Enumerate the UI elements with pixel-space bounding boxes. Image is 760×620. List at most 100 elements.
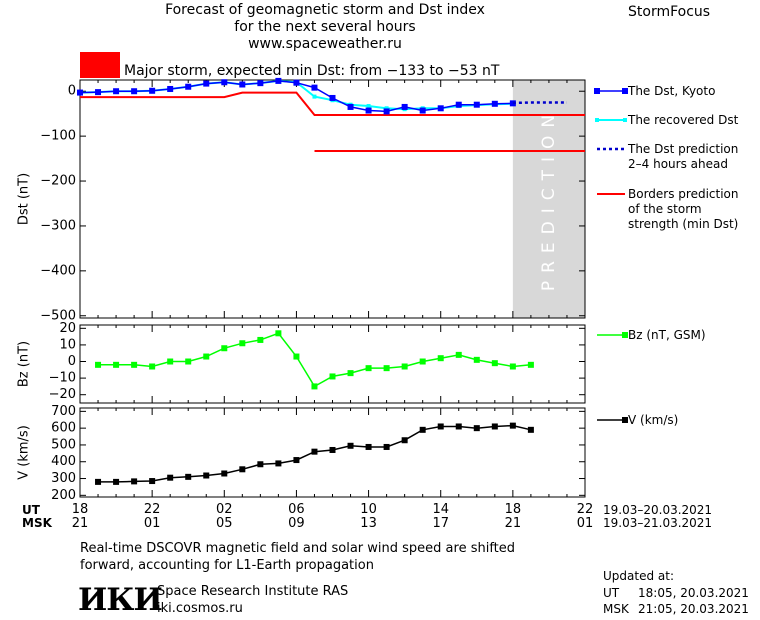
panel-2-ytick-label: −10: [49, 371, 76, 386]
bz-point: [473, 356, 480, 363]
dst-kyoto-point: [311, 84, 318, 91]
v-point: [311, 448, 318, 455]
v-point: [419, 426, 426, 433]
v-point: [383, 443, 390, 450]
bz-point: [167, 358, 174, 365]
legend-dst-marker: [622, 88, 628, 94]
legend-bz-label: Bz (nT, GSM): [628, 328, 706, 342]
v-point: [293, 457, 300, 464]
panel-1-ytick-label: −100: [40, 129, 76, 144]
brand-label: StormFocus: [628, 4, 711, 20]
v-point: [185, 473, 192, 480]
v-point: [203, 472, 210, 479]
updated-msk-label: MSK: [603, 602, 629, 616]
legend-recovered-marker: [623, 118, 627, 122]
dst-kyoto-point: [131, 88, 138, 95]
panel-2-ytick-label: 10: [59, 337, 76, 352]
panel-3-ytick-label: 400: [51, 454, 76, 469]
dst-kyoto-point: [455, 101, 462, 108]
legend-v-marker: [622, 417, 628, 423]
v-point: [329, 446, 336, 453]
panel-3-ytick-label: 300: [51, 471, 76, 486]
panel-1-ytick-label: −200: [40, 174, 76, 189]
v-point: [473, 425, 480, 432]
msk-date-range: 19.03–21.03.2021: [603, 516, 713, 530]
dst-kyoto-point: [419, 107, 426, 114]
bz-point: [383, 365, 390, 372]
ut-tick-label: 18: [72, 502, 89, 517]
recovered-dst-point: [366, 104, 371, 109]
chart-title-line1: Forecast of geomagnetic storm and Dst in…: [165, 2, 485, 18]
bz-point: [329, 373, 336, 380]
v-point: [455, 423, 462, 430]
bz-point: [257, 336, 264, 343]
bz-point: [401, 363, 408, 370]
v-point: [509, 422, 516, 429]
dst-kyoto-point: [239, 81, 246, 88]
panel-1-ytick-label: 0: [68, 84, 76, 99]
dst-kyoto-point: [401, 103, 408, 110]
dst-kyoto-point: [293, 79, 300, 86]
recovered-dst-point: [312, 94, 317, 99]
dst-kyoto-point: [203, 80, 210, 87]
panel-2-ytick-label: −20: [49, 387, 76, 402]
v-point: [95, 478, 102, 485]
dst-kyoto-point: [347, 103, 354, 110]
legend-v-label: V (km/s): [628, 413, 679, 427]
legend-borders-label-3: strength (min Dst): [628, 217, 739, 231]
dst-kyoto-point: [185, 83, 192, 90]
institute-name: Space Research Institute RAS: [157, 584, 349, 599]
bz-point: [365, 365, 372, 372]
bz-point: [293, 353, 300, 360]
ut-tick-label: 06: [288, 502, 305, 517]
msk-tick-label: 01: [144, 516, 161, 531]
dst-kyoto-point: [221, 79, 228, 86]
recovered-dst-point: [384, 106, 389, 111]
legend-bz-marker: [622, 332, 628, 338]
dst-kyoto-point: [329, 94, 336, 101]
bz-line: [98, 332, 531, 388]
dst-kyoto-point: [77, 89, 83, 96]
v-point: [401, 437, 408, 444]
dst-kyoto-point: [113, 88, 120, 95]
ut-tick-label: 14: [432, 502, 449, 517]
v-point: [257, 461, 264, 468]
msk-tick-label: 17: [432, 516, 449, 531]
v-point: [239, 466, 246, 473]
legend-dst-label: The Dst, Kyoto: [628, 84, 716, 98]
dst-kyoto-point: [167, 85, 174, 92]
legend-borders-label-1: Borders prediction: [628, 187, 739, 201]
bz-point: [527, 361, 534, 368]
ut-date-range: 19.03–20.03.2021: [603, 503, 713, 517]
panel-3-ytick-label: 500: [51, 437, 76, 452]
msk-tick-label: 01: [577, 516, 594, 531]
v-point: [113, 478, 120, 485]
v-point: [365, 443, 372, 450]
panel-1-ylabel: Dst (nT): [17, 173, 32, 225]
dst-kyoto-point: [509, 100, 516, 107]
msk-tick-label: 09: [288, 516, 305, 531]
panel-2-ytick-label: 20: [59, 321, 76, 336]
legend-recovered-label: The recovered Dst: [628, 113, 739, 127]
updated-label: Updated at:: [603, 569, 674, 583]
panel-3-ytick-label: 700: [51, 404, 76, 419]
bz-point: [491, 360, 498, 367]
panel-3-ytick-label: 600: [51, 421, 76, 436]
borders-upper-line: [80, 91, 585, 116]
bz-point: [113, 361, 120, 368]
panel-2-ylabel: Bz (nT): [17, 341, 32, 387]
website-link[interactable]: www.spaceweather.ru: [248, 36, 402, 52]
dst-kyoto-point: [95, 89, 102, 96]
institute-site-link[interactable]: iki.cosmos.ru: [157, 601, 243, 616]
v-point: [491, 423, 498, 430]
prediction-zone-label: PREDICTION: [539, 107, 559, 291]
title-block: Forecast of geomagnetic storm and Dst in…: [0, 2, 650, 53]
bz-point: [509, 363, 516, 370]
legend-dst-marker: [594, 88, 600, 94]
msk-tick-label: 21: [72, 516, 89, 531]
legend-prediction-label-1: The Dst prediction: [628, 142, 739, 156]
v-point: [221, 470, 228, 477]
panel-1-ytick-label: −400: [40, 263, 76, 278]
msk-tick-label: 21: [505, 516, 522, 531]
